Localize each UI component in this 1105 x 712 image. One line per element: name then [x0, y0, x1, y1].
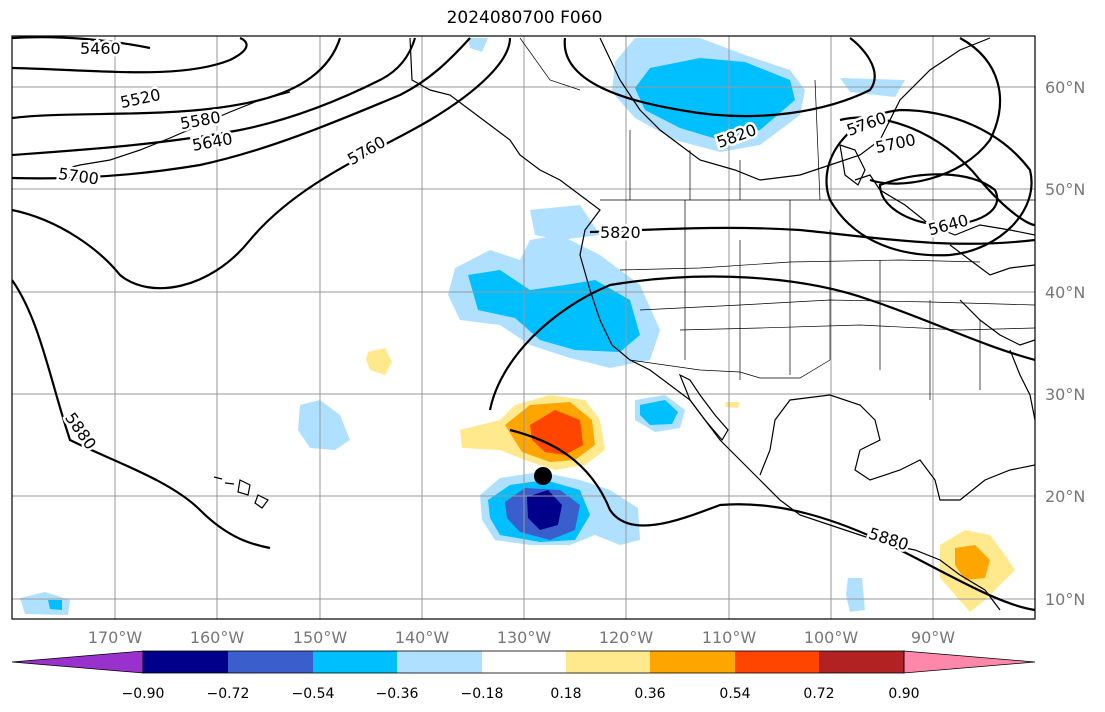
colorbar-tick-label: −0.54 [292, 686, 335, 702]
longitude-labels: 170°W 160°W 150°W 140°W 130°W 120°W 110°… [88, 628, 955, 647]
lon-label: 110°W [702, 628, 757, 647]
colorbar-tick-label: 0.72 [803, 686, 834, 702]
lon-label: 130°W [497, 628, 552, 647]
height-contours [12, 36, 1035, 612]
colorbar-segment [143, 651, 228, 673]
colorbar-tick-label: 0.36 [634, 686, 665, 702]
colorbar-tick-label: −0.36 [376, 686, 419, 702]
lat-label: 10°N [1045, 590, 1085, 609]
lon-label: 170°W [88, 628, 143, 647]
colorbar-tick-label: −0.18 [461, 686, 504, 702]
lat-label: 40°N [1045, 283, 1085, 302]
colorbar-ticks: −0.90 −0.72 −0.54 −0.36 −0.18 0.18 0.36 … [122, 686, 920, 702]
lat-label: 60°N [1045, 78, 1085, 97]
storm-center-marker [534, 467, 552, 485]
colorbar-segment [397, 651, 482, 673]
colorbar-segment [819, 651, 904, 673]
colorbar-tick-label: 0.90 [888, 686, 919, 702]
lat-label: 30°N [1045, 385, 1085, 404]
lon-label: 100°W [804, 628, 859, 647]
contour-label: 5460 [80, 39, 121, 58]
lon-label: 160°W [190, 628, 245, 647]
colorbar-segment [228, 651, 313, 673]
colorbar-tick-label: −0.90 [122, 686, 165, 702]
colorbar-segment [313, 651, 397, 673]
colorbar-extend-low [11, 650, 144, 674]
contour-label: 5820 [600, 223, 641, 242]
colorbar: −0.90 −0.72 −0.54 −0.36 −0.18 0.18 0.36 … [11, 650, 1036, 702]
colorbar-tick-label: 0.18 [550, 686, 581, 702]
colorbar-outline [142, 650, 905, 674]
colorbar-segment [735, 651, 819, 673]
lat-label: 50°N [1045, 180, 1085, 199]
lon-label: 140°W [395, 628, 450, 647]
colorbar-segment [650, 651, 735, 673]
lon-label: 120°W [599, 628, 654, 647]
lon-label: 90°W [911, 628, 955, 647]
political-borders [519, 37, 1035, 400]
colorbar-tick-label: 0.54 [719, 686, 750, 702]
lat-label: 20°N [1045, 487, 1085, 506]
colorbar-segment [566, 651, 650, 673]
colorbar-extend-high [903, 650, 1036, 674]
lon-label: 150°W [293, 628, 348, 647]
colorbar-tick-label: −0.72 [207, 686, 250, 702]
colorbar-segment [482, 651, 566, 673]
latitude-labels: 60°N 50°N 40°N 30°N 20°N 10°N [1045, 78, 1085, 609]
map-title: 2024080700 F060 [446, 8, 603, 28]
